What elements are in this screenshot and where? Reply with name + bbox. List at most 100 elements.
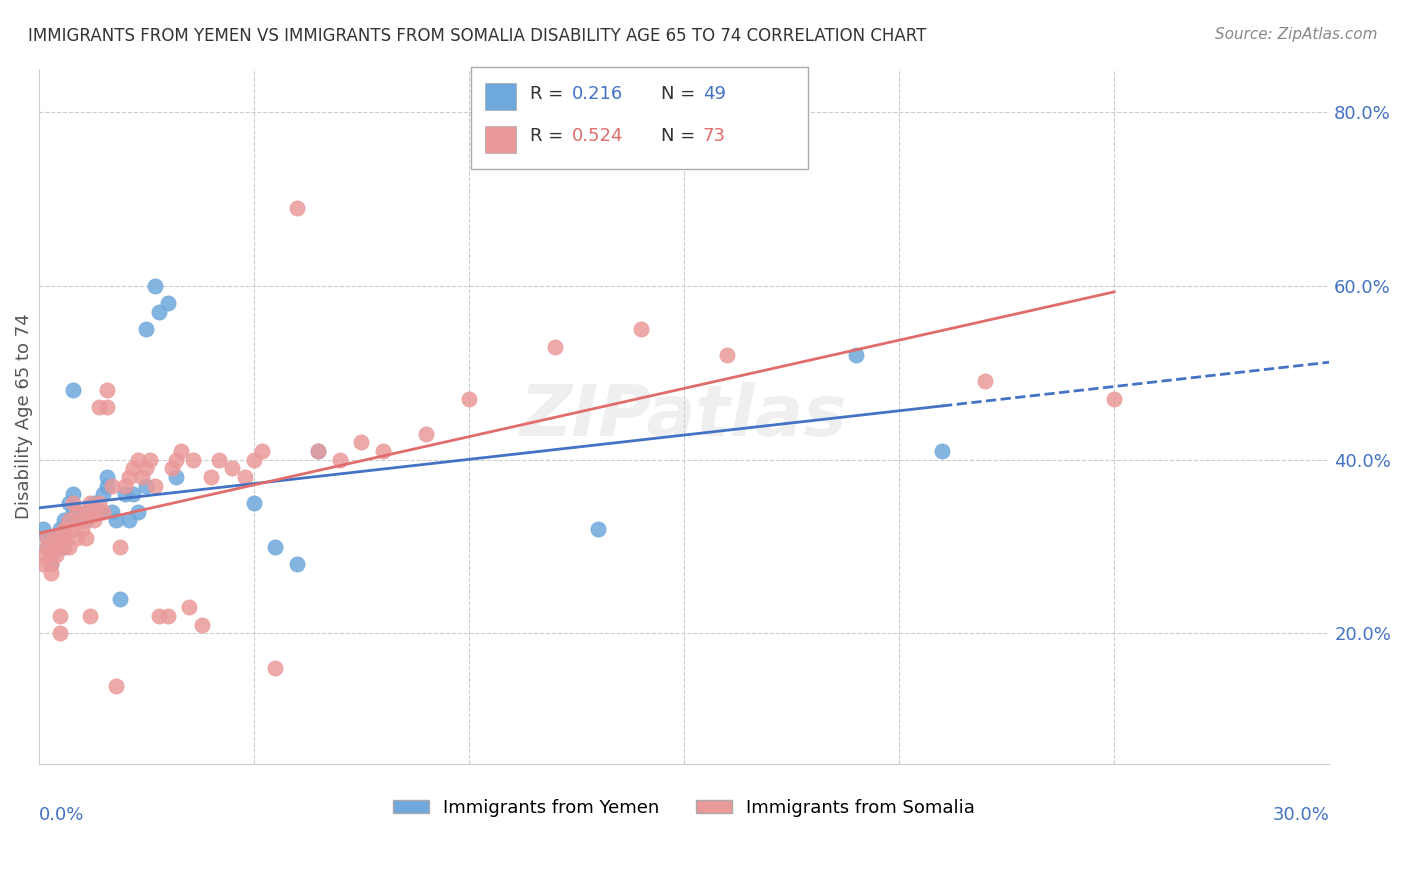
Point bbox=[845, 348, 868, 362]
Point bbox=[96, 401, 118, 415]
Point bbox=[58, 513, 80, 527]
Point bbox=[96, 470, 118, 484]
Point bbox=[350, 435, 373, 450]
Point bbox=[75, 505, 97, 519]
Point bbox=[233, 470, 256, 484]
Point bbox=[31, 522, 53, 536]
Point bbox=[242, 496, 264, 510]
Point bbox=[62, 522, 84, 536]
Point bbox=[169, 444, 191, 458]
Point bbox=[148, 609, 170, 624]
Point bbox=[105, 513, 128, 527]
Point bbox=[66, 531, 89, 545]
Point bbox=[45, 540, 67, 554]
Point bbox=[285, 557, 308, 571]
Point bbox=[931, 444, 953, 458]
Point bbox=[148, 305, 170, 319]
Point bbox=[100, 505, 122, 519]
Point bbox=[143, 479, 166, 493]
Point bbox=[1102, 392, 1125, 406]
Point bbox=[110, 591, 132, 606]
Point bbox=[62, 496, 84, 510]
Point bbox=[41, 557, 63, 571]
Point bbox=[457, 392, 479, 406]
Text: R =: R = bbox=[530, 85, 569, 103]
Point bbox=[135, 322, 157, 336]
Point bbox=[264, 540, 287, 554]
Point bbox=[329, 452, 352, 467]
Point bbox=[83, 505, 105, 519]
Legend: Immigrants from Yemen, Immigrants from Somalia: Immigrants from Yemen, Immigrants from S… bbox=[385, 792, 983, 824]
Point bbox=[83, 513, 105, 527]
Point bbox=[49, 626, 72, 640]
Point bbox=[165, 470, 187, 484]
Point bbox=[114, 487, 136, 501]
Point bbox=[285, 201, 308, 215]
Point bbox=[53, 522, 76, 536]
Text: 30.0%: 30.0% bbox=[1272, 805, 1329, 823]
Text: N =: N = bbox=[661, 85, 700, 103]
Text: ZIPatlas: ZIPatlas bbox=[520, 382, 848, 450]
Point bbox=[96, 479, 118, 493]
Point bbox=[307, 444, 329, 458]
Point bbox=[58, 513, 80, 527]
Point bbox=[66, 513, 89, 527]
Point bbox=[630, 322, 652, 336]
Point bbox=[156, 296, 179, 310]
Point bbox=[70, 513, 93, 527]
Point bbox=[53, 540, 76, 554]
Point bbox=[53, 513, 76, 527]
Text: 49: 49 bbox=[703, 85, 725, 103]
Point bbox=[200, 470, 222, 484]
Point bbox=[87, 505, 110, 519]
Point bbox=[53, 540, 76, 554]
Point bbox=[143, 278, 166, 293]
Point bbox=[75, 505, 97, 519]
Point bbox=[70, 513, 93, 527]
Point bbox=[49, 522, 72, 536]
Point bbox=[79, 609, 101, 624]
Point bbox=[83, 496, 105, 510]
Point bbox=[49, 531, 72, 545]
Text: 73: 73 bbox=[703, 128, 725, 145]
Point bbox=[37, 531, 59, 545]
Text: 0.524: 0.524 bbox=[572, 128, 624, 145]
Point bbox=[242, 452, 264, 467]
Point bbox=[135, 461, 157, 475]
Text: 0.216: 0.216 bbox=[572, 85, 623, 103]
Point bbox=[53, 522, 76, 536]
Point bbox=[75, 513, 97, 527]
Text: IMMIGRANTS FROM YEMEN VS IMMIGRANTS FROM SOMALIA DISABILITY AGE 65 TO 74 CORRELA: IMMIGRANTS FROM YEMEN VS IMMIGRANTS FROM… bbox=[28, 27, 927, 45]
Point bbox=[66, 505, 89, 519]
Point bbox=[415, 426, 437, 441]
Point bbox=[114, 479, 136, 493]
Point bbox=[45, 531, 67, 545]
Point bbox=[371, 444, 394, 458]
Point bbox=[307, 444, 329, 458]
Point bbox=[165, 452, 187, 467]
Point bbox=[586, 522, 609, 536]
Point bbox=[118, 513, 141, 527]
Point bbox=[53, 531, 76, 545]
Text: 0.0%: 0.0% bbox=[38, 805, 84, 823]
Point bbox=[31, 557, 53, 571]
Point bbox=[87, 401, 110, 415]
Point bbox=[127, 452, 149, 467]
Point bbox=[66, 505, 89, 519]
Point bbox=[264, 661, 287, 675]
Point bbox=[58, 540, 80, 554]
Point bbox=[208, 452, 231, 467]
Point bbox=[122, 461, 145, 475]
Point bbox=[191, 617, 214, 632]
Point bbox=[221, 461, 243, 475]
Point bbox=[100, 479, 122, 493]
Point bbox=[139, 452, 162, 467]
Point bbox=[49, 531, 72, 545]
Point bbox=[183, 452, 205, 467]
Point bbox=[79, 496, 101, 510]
Point bbox=[41, 548, 63, 562]
Point bbox=[160, 461, 183, 475]
Point bbox=[45, 540, 67, 554]
Point bbox=[179, 600, 201, 615]
Point bbox=[75, 531, 97, 545]
